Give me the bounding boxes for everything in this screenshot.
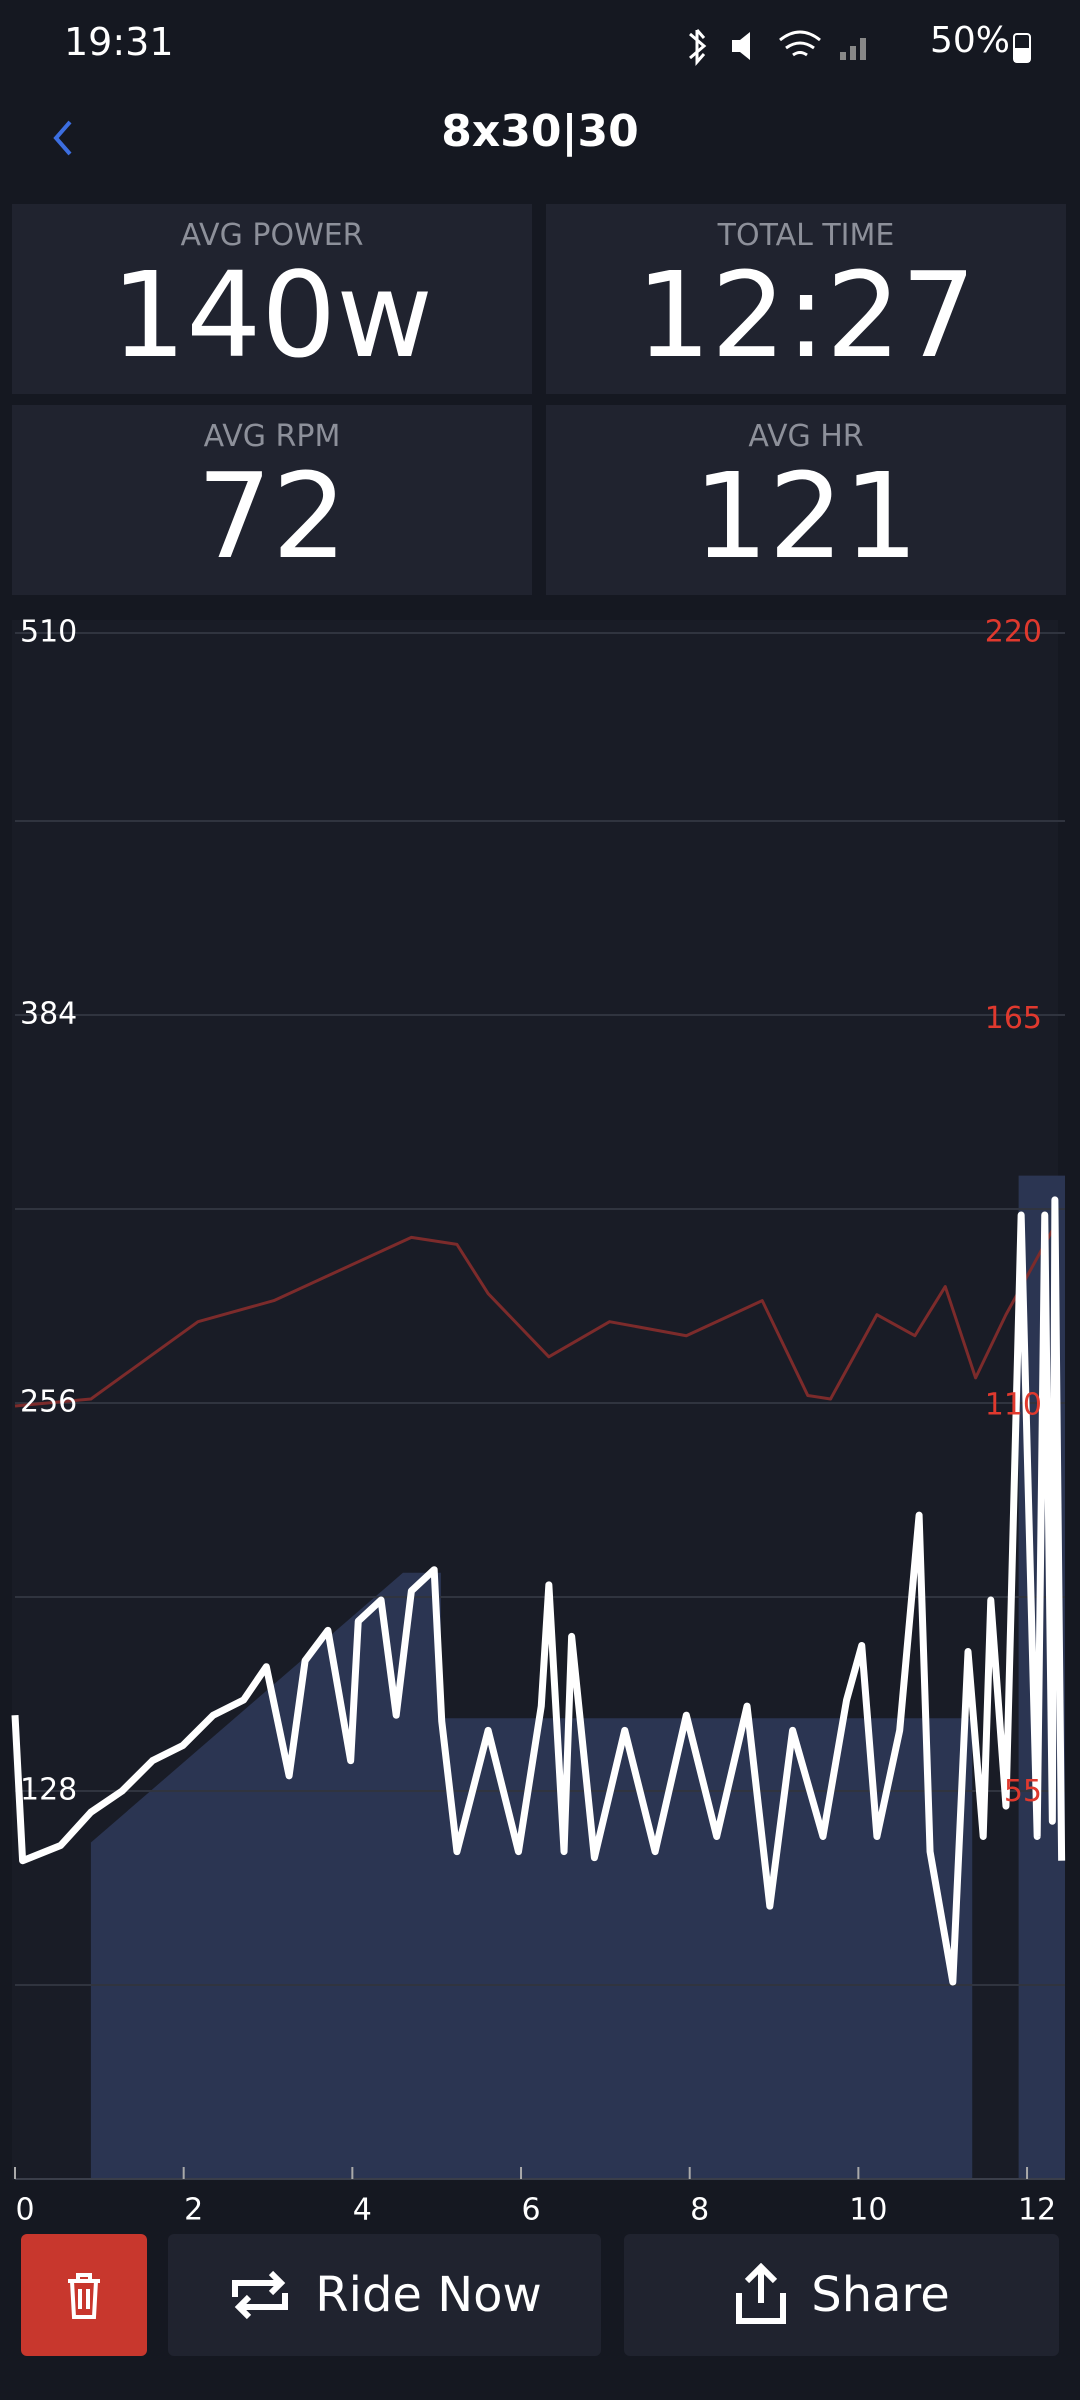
stat-label: AVG RPM (203, 419, 341, 454)
stat-label: AVG POWER (180, 218, 364, 253)
target-area (90, 1175, 1065, 2179)
stat-card: AVG RPM 72 (12, 405, 532, 595)
button-label: Share (811, 2267, 950, 2323)
x-tick-label: 6 (521, 2193, 540, 2228)
share-icon (736, 2263, 787, 2324)
delete-button[interactable] (21, 2234, 147, 2356)
battery-level: 50% (929, 20, 1010, 61)
series-line (14, 1229, 1054, 1408)
y-tick-label: 128 (20, 1772, 77, 1807)
stat-value: 72 (196, 447, 348, 585)
y-tick-label: 384 (20, 996, 77, 1031)
series-line (11, 1196, 1066, 1986)
stat-label: AVG HR (748, 419, 864, 454)
ride-now-button[interactable]: Ride Now (168, 2234, 601, 2356)
stat-value: 12:27 (635, 246, 977, 384)
button-label: Ride Now (315, 2267, 542, 2323)
back-button[interactable] (48, 116, 78, 160)
x-tick-label: 0 (15, 2193, 34, 2228)
y-tick-label: 510 (20, 615, 77, 650)
stat-card: AVG HR 121 (546, 405, 1066, 595)
page-title: 8x30|30 (441, 106, 639, 157)
y2-tick-label: 165 (985, 1001, 1042, 1036)
status-icons (689, 29, 866, 66)
y-tick-label: 256 (20, 1384, 77, 1419)
stat-label: TOTAL TIME (717, 218, 895, 253)
x-tick-label: 8 (690, 2193, 709, 2228)
y2-tick-label: 55 (1004, 1774, 1042, 1809)
stat-value: 140w (111, 246, 433, 384)
stat-card: TOTAL TIME 12:27 (546, 204, 1066, 394)
trash-icon (68, 2273, 100, 2319)
stat-card: AVG POWER 140w (12, 204, 532, 394)
y2-tick-label: 220 (985, 615, 1042, 650)
y2-tick-label: 110 (985, 1388, 1042, 1423)
x-tick-label: 2 (184, 2193, 203, 2228)
battery-icon (1013, 33, 1031, 63)
chart: 128 256 384 510 55 110 165 220 0 2 4 6 8 10 12 (11, 615, 1066, 2228)
share-button[interactable]: Share (624, 2234, 1059, 2356)
x-tick-label: 4 (353, 2193, 372, 2228)
repeat-icon (232, 2270, 289, 2320)
clock: 19:31 (64, 20, 174, 64)
stat-value: 121 (693, 447, 919, 585)
x-tick-label: 12 (1018, 2193, 1056, 2228)
x-tick-label: 10 (849, 2193, 887, 2228)
